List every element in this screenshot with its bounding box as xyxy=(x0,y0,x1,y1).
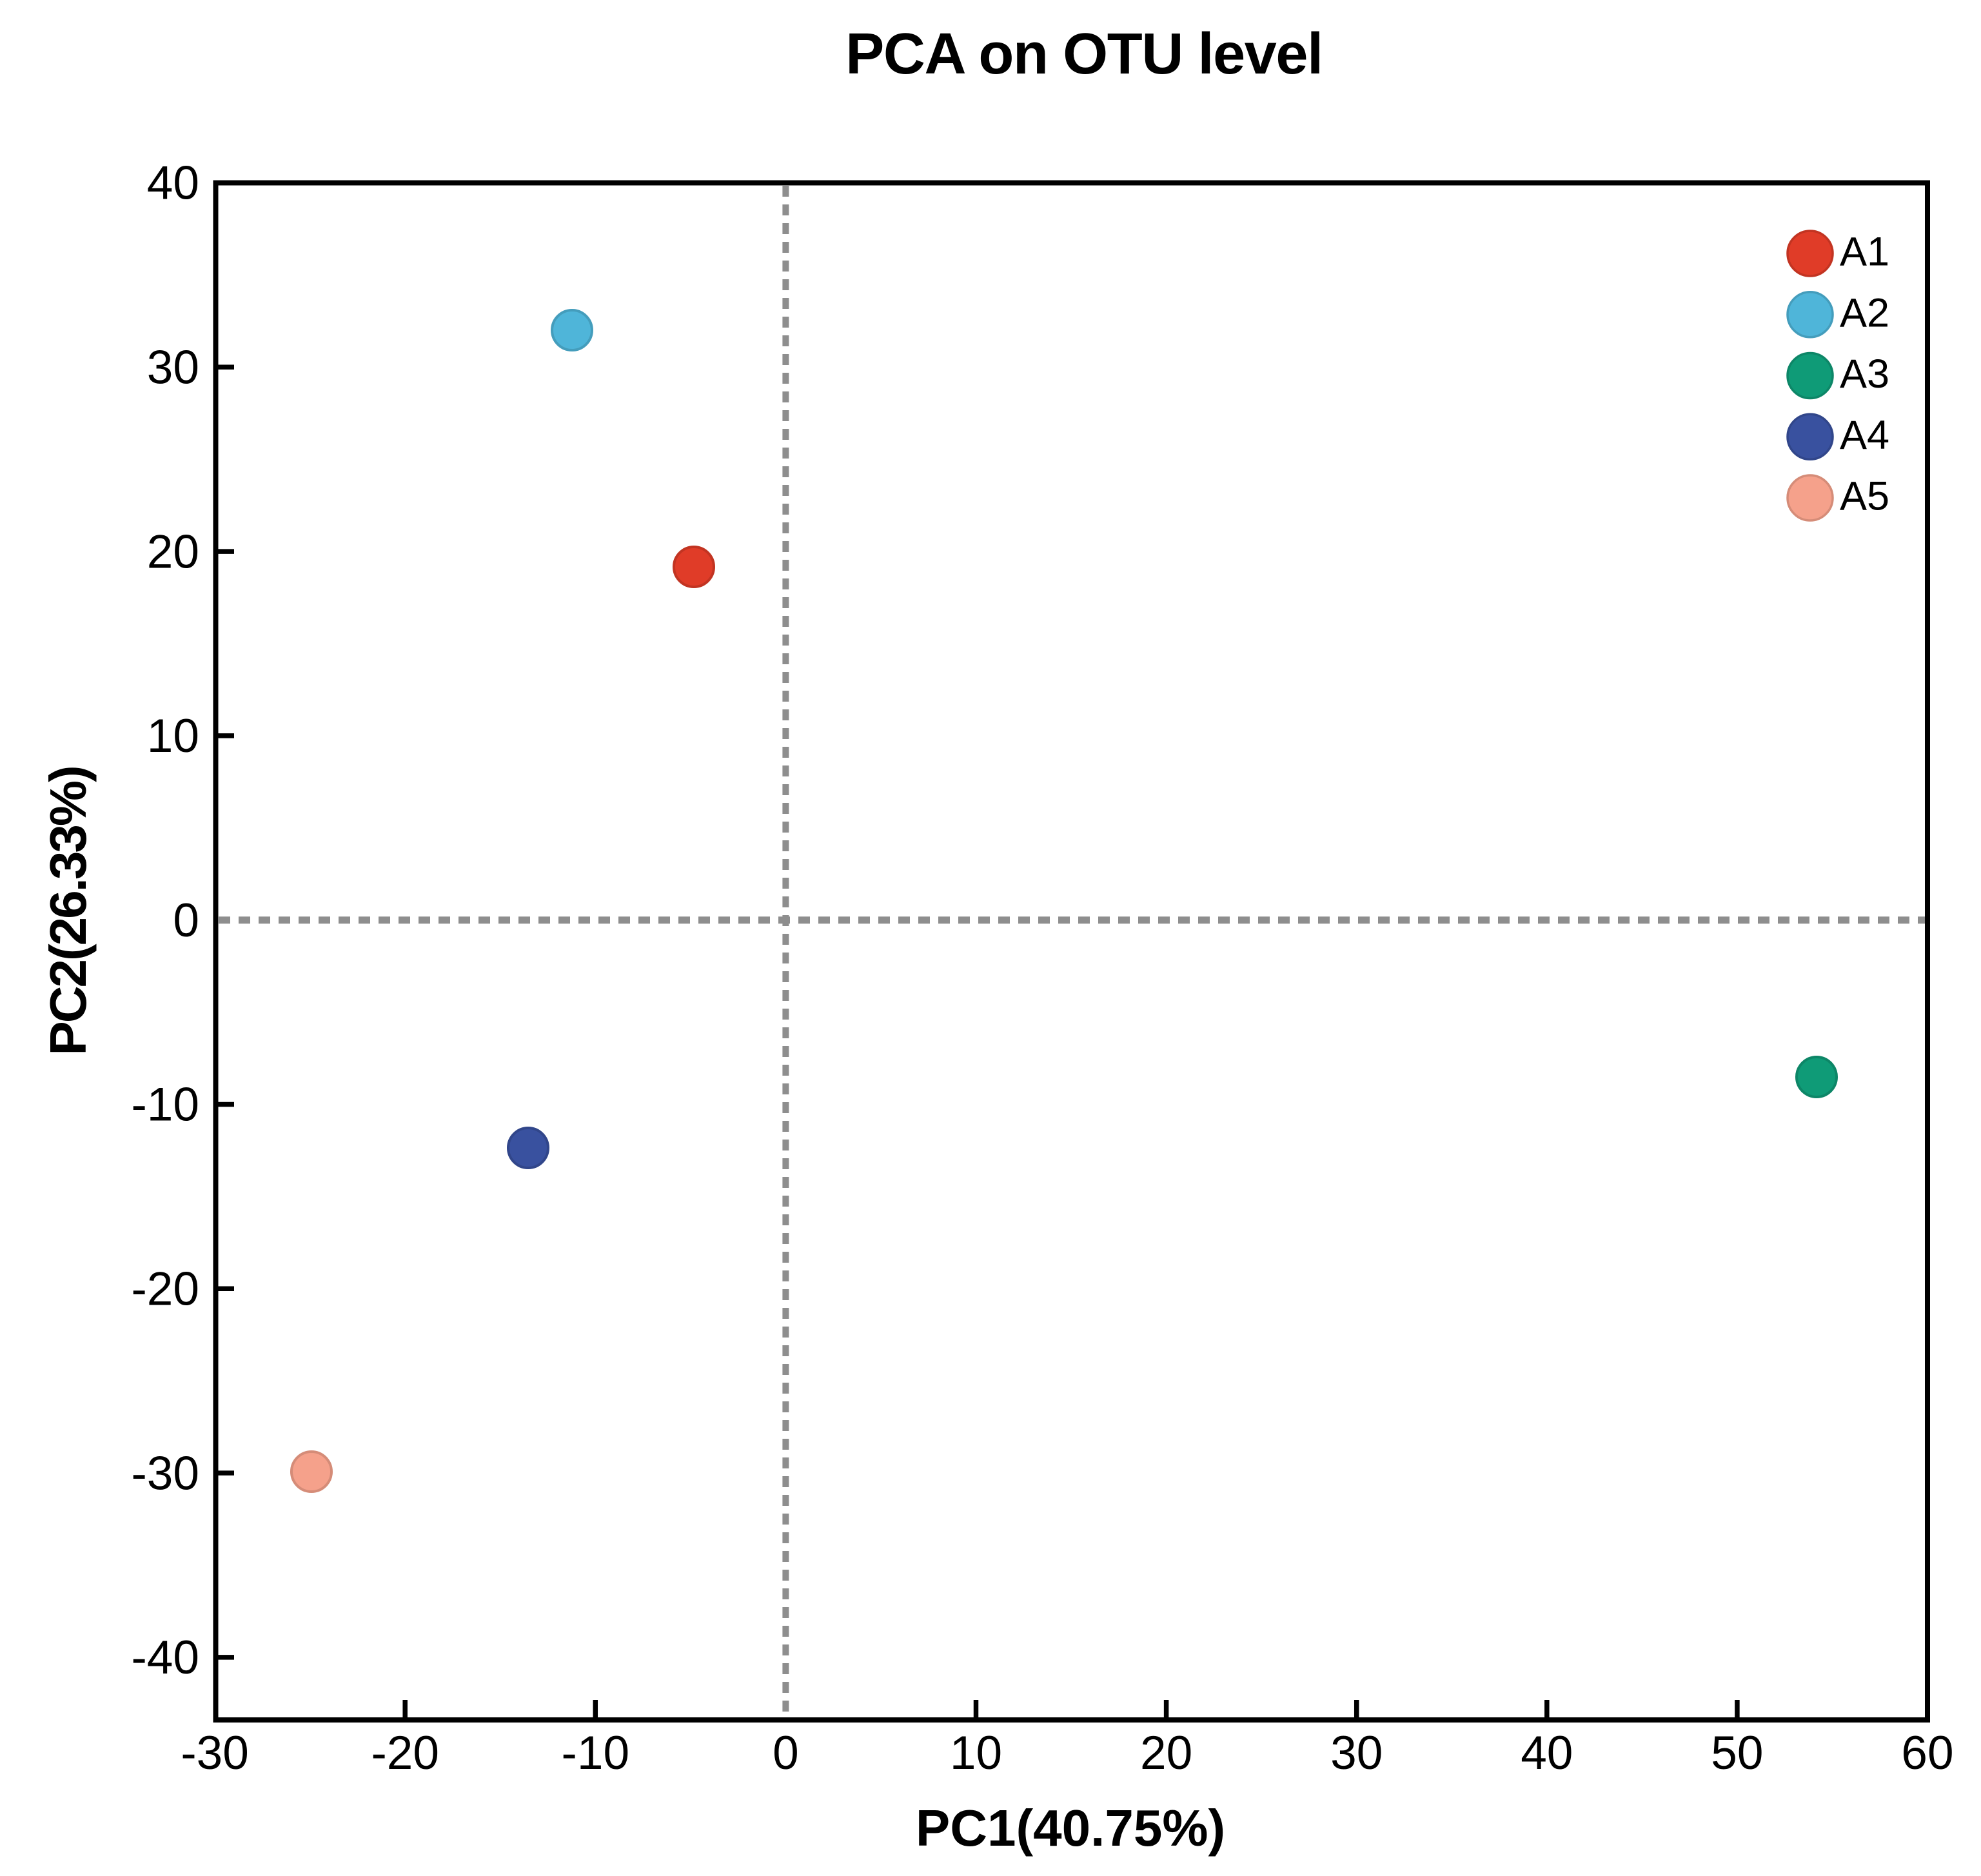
svg-text:0: 0 xyxy=(173,894,199,947)
svg-text:50: 50 xyxy=(1711,1727,1763,1779)
svg-text:-30: -30 xyxy=(181,1727,249,1779)
svg-text:-40: -40 xyxy=(131,1632,199,1684)
svg-text:10: 10 xyxy=(147,710,199,762)
svg-text:-20: -20 xyxy=(131,1263,199,1316)
svg-text:A4: A4 xyxy=(1840,413,1889,458)
svg-text:10: 10 xyxy=(950,1727,1002,1779)
svg-text:30: 30 xyxy=(147,342,199,394)
svg-text:20: 20 xyxy=(147,526,199,578)
svg-text:A2: A2 xyxy=(1840,291,1889,336)
svg-text:A5: A5 xyxy=(1840,474,1889,519)
svg-text:0: 0 xyxy=(773,1727,799,1779)
svg-text:40: 40 xyxy=(1521,1727,1573,1779)
svg-text:-10: -10 xyxy=(562,1727,630,1779)
svg-text:30: 30 xyxy=(1330,1727,1383,1779)
svg-text:-20: -20 xyxy=(371,1727,439,1779)
svg-text:40: 40 xyxy=(147,157,199,210)
svg-text:A1: A1 xyxy=(1840,230,1889,275)
svg-text:PC2(26.33%): PC2(26.33%) xyxy=(39,767,97,1055)
svg-text:-10: -10 xyxy=(131,1079,199,1131)
svg-text:20: 20 xyxy=(1140,1727,1192,1779)
svg-text:-30: -30 xyxy=(131,1447,199,1499)
svg-text:PC1(40.75%): PC1(40.75%) xyxy=(916,1799,1225,1857)
svg-text:A3: A3 xyxy=(1840,351,1889,397)
svg-text:PCA on OTU level: PCA on OTU level xyxy=(845,22,1322,86)
svg-text:60: 60 xyxy=(1901,1727,1953,1779)
